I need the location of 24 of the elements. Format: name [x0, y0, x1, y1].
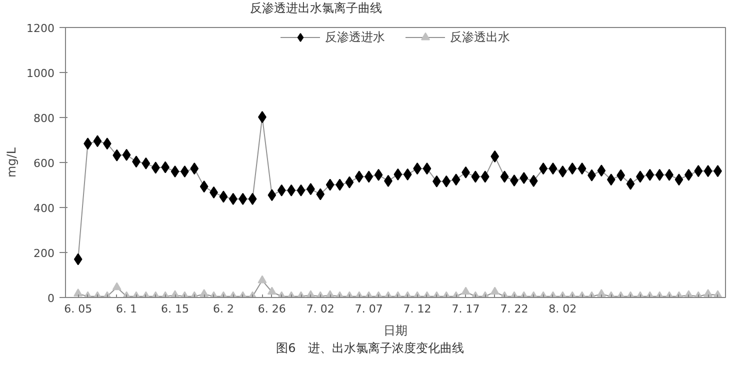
y-tick-label: 1000: [26, 67, 55, 80]
x-tick-label: 7. 12: [403, 302, 432, 316]
x-tick-label: 7. 02: [306, 302, 334, 316]
y-axis-title: mg/L: [4, 147, 19, 178]
y-tick-label: 1200: [26, 22, 55, 35]
y-tick-label: 0: [48, 292, 54, 305]
x-tick-label: 7. 22: [500, 302, 528, 316]
legend-label: 反渗透进水: [325, 28, 385, 46]
x-tick-label: 6. 1: [116, 302, 138, 316]
x-tick-label: 6. 05: [64, 302, 92, 316]
x-tick-label: 6. 26: [258, 302, 286, 316]
x-tick-label: 7. 17: [452, 302, 480, 316]
x-tick-label: 7. 07: [354, 302, 383, 316]
caption: 图6 进、出水氯离子浓度变化曲线: [276, 340, 464, 357]
x-tick-label: 6. 15: [161, 302, 190, 316]
chart-title: 反渗透进出水氯离子曲线: [250, 0, 382, 17]
y-tick-label: 800: [34, 112, 55, 125]
x-axis-title: 日期: [384, 324, 408, 338]
y-tick-label: 600: [34, 157, 55, 170]
legend-label: 反渗透出水: [450, 28, 510, 46]
y-tick-label: 400: [34, 202, 55, 215]
x-tick-label: 6. 2: [212, 302, 234, 316]
y-tick-label: 200: [34, 247, 55, 260]
x-tick-label: 8. 02: [548, 302, 577, 316]
